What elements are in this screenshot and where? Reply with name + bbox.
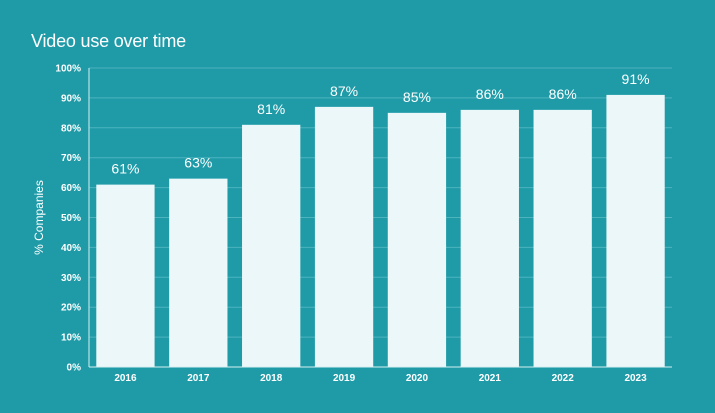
bar-2018 bbox=[242, 124, 301, 367]
bar-2023 bbox=[606, 94, 665, 367]
y-tick-label: 40% bbox=[61, 243, 81, 254]
y-axis-ticks: 0% 10% 20% 30% 40% 50% 60% 70% 80% 90% 100% bbox=[55, 64, 81, 374]
bar-2021 bbox=[460, 109, 519, 368]
x-tick-label: 2016 bbox=[114, 373, 137, 384]
y-tick-label: 50% bbox=[61, 213, 81, 224]
bar-2017 bbox=[169, 178, 228, 367]
bar-2016 bbox=[96, 184, 155, 367]
y-tick-label: 20% bbox=[61, 303, 81, 314]
bar-2022 bbox=[533, 109, 592, 368]
x-tick-label: 2021 bbox=[479, 373, 502, 384]
y-tick-label: 80% bbox=[61, 123, 81, 134]
y-tick-label: 60% bbox=[61, 183, 81, 194]
x-axis-ticks: 2016 2017 2018 2019 2020 2021 2022 2023 bbox=[114, 373, 647, 384]
data-label: 87% bbox=[330, 83, 358, 99]
y-tick-label: 30% bbox=[61, 273, 81, 284]
x-tick-label: 2022 bbox=[552, 373, 575, 384]
bar-2019 bbox=[314, 106, 374, 368]
x-tick-label: 2023 bbox=[624, 373, 647, 384]
chart-title: Video use over time bbox=[31, 31, 186, 51]
data-label: 63% bbox=[184, 155, 212, 171]
y-tick-label: 70% bbox=[61, 153, 81, 164]
y-tick-label: 10% bbox=[61, 333, 81, 344]
data-label: 86% bbox=[549, 86, 577, 102]
bars bbox=[96, 94, 665, 368]
data-label: 91% bbox=[622, 71, 650, 87]
data-label: 61% bbox=[111, 161, 139, 177]
y-tick-label: 0% bbox=[67, 363, 82, 374]
x-tick-label: 2017 bbox=[187, 373, 210, 384]
bar-2020 bbox=[387, 112, 447, 367]
x-tick-label: 2018 bbox=[260, 373, 283, 384]
data-label: 86% bbox=[476, 86, 504, 102]
data-label: 81% bbox=[257, 101, 285, 117]
y-axis-title: % Companies bbox=[32, 180, 46, 255]
x-tick-label: 2020 bbox=[406, 373, 429, 384]
y-tick-label: 100% bbox=[55, 64, 81, 75]
x-tick-label: 2019 bbox=[333, 373, 356, 384]
y-tick-label: 90% bbox=[61, 93, 81, 104]
data-label: 85% bbox=[403, 89, 431, 105]
data-labels: 61% 63% 81% 87% 85% 86% 86% 91% bbox=[111, 71, 649, 177]
